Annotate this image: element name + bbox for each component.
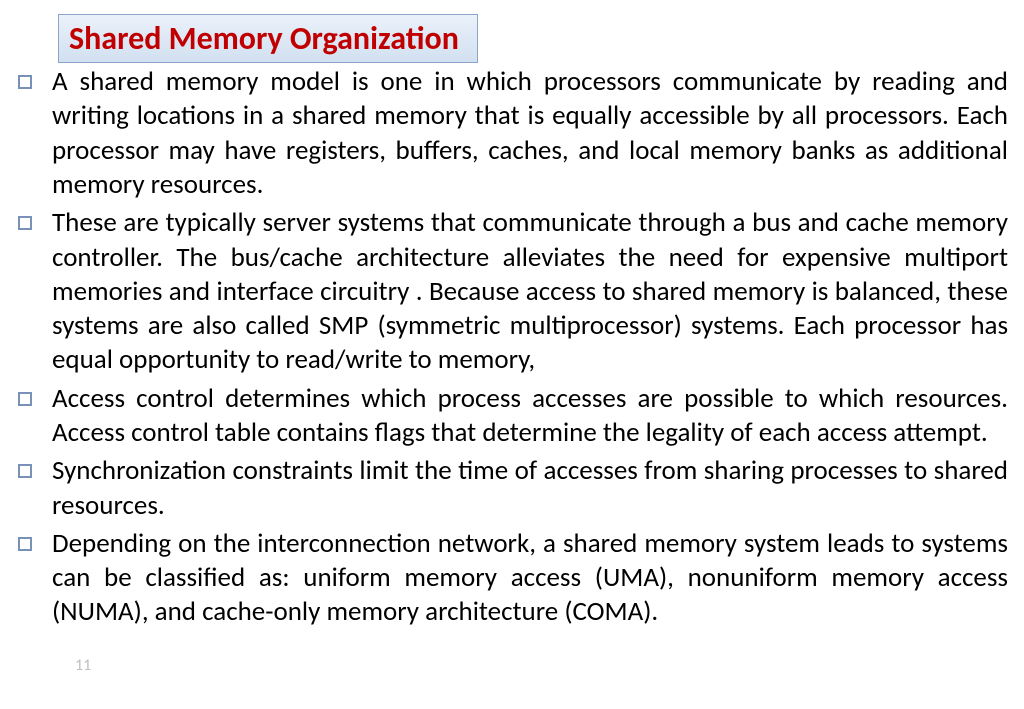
list-item: Depending on the interconnection network… [16,527,1008,630]
content-area: A shared memory model is one in which pr… [16,65,1008,630]
list-item: These are typically server systems that … [16,206,1008,377]
title-box: Shared Memory Organization [58,14,478,63]
bullet-text: Access control determines which process … [40,382,1008,451]
bullet-text: These are typically server systems that … [40,206,1008,377]
square-bullet-icon [18,537,32,551]
bullet-text: Synchronization constraints limit the ti… [40,454,1008,523]
list-item: Synchronization constraints limit the ti… [16,454,1008,523]
page-number: 11 [75,656,91,675]
square-bullet-icon [18,464,32,478]
list-item: A shared memory model is one in which pr… [16,65,1008,202]
square-bullet-icon [18,216,32,230]
slide-title: Shared Memory Organization [69,21,459,56]
square-bullet-icon [18,75,32,89]
slide: Shared Memory Organization A shared memo… [0,0,1024,709]
list-item: Access control determines which process … [16,382,1008,451]
square-bullet-icon [18,392,32,406]
bullet-text: Depending on the interconnection network… [40,527,1008,630]
bullet-text: A shared memory model is one in which pr… [40,65,1008,202]
